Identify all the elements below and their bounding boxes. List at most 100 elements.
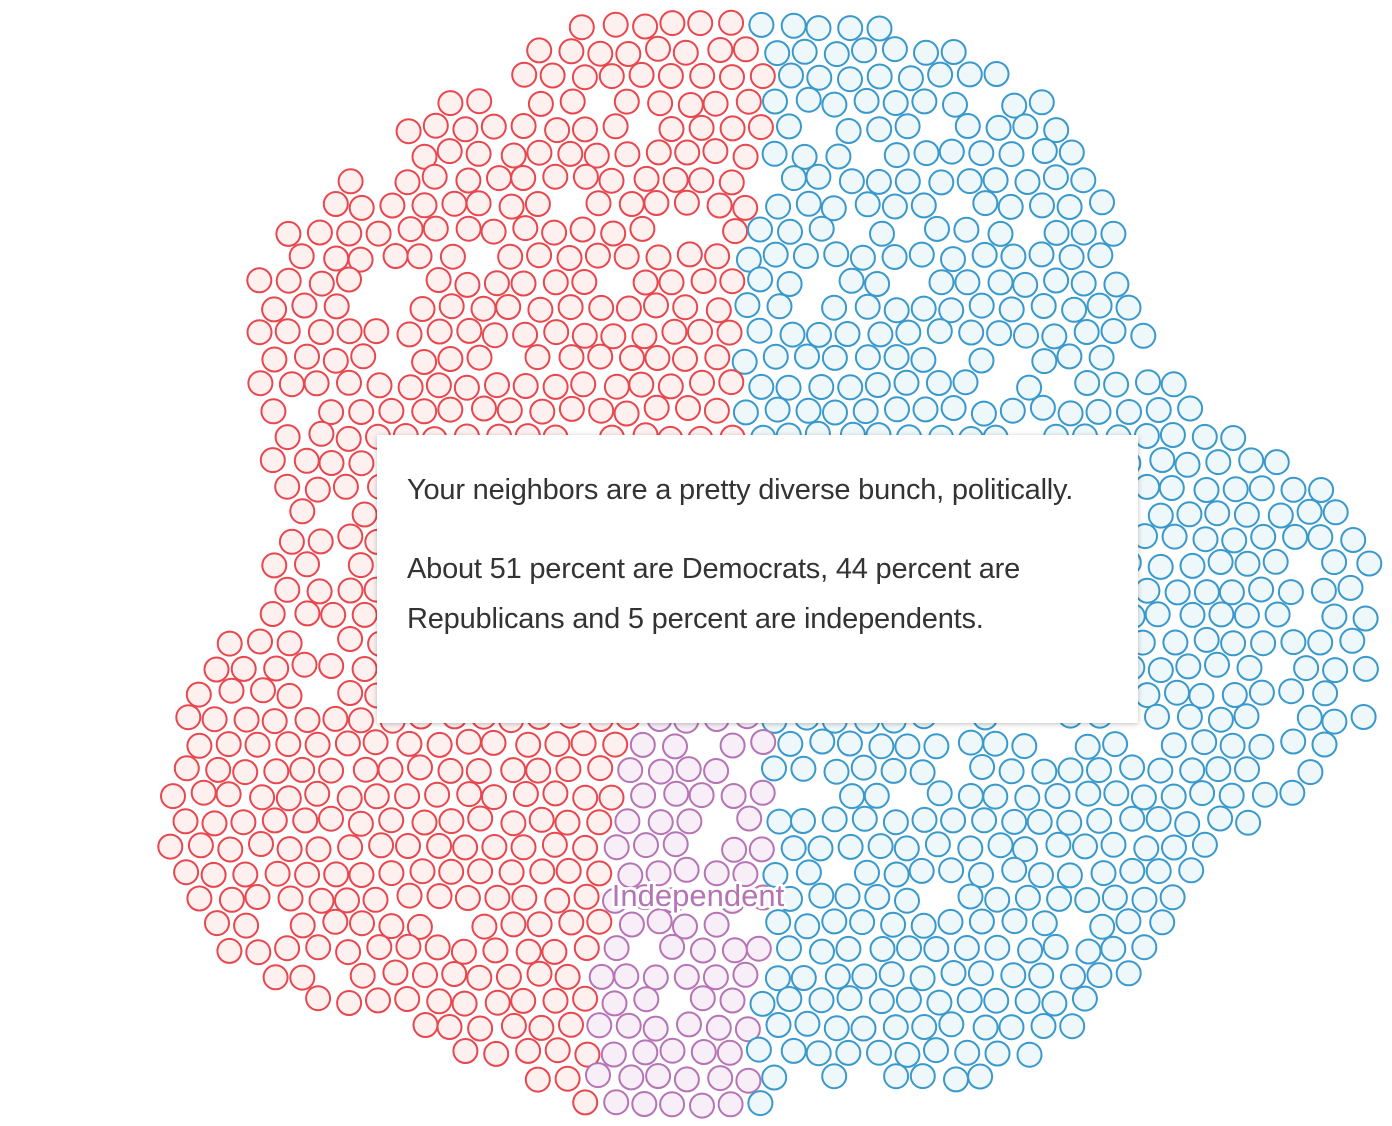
dot-republican: [524, 344, 551, 371]
dot-republican: [542, 987, 569, 1014]
dot-republican: [732, 194, 759, 221]
dot-republican: [347, 707, 374, 734]
dot-republican: [526, 960, 553, 987]
dot-republican: [515, 731, 542, 758]
dot-republican: [645, 35, 671, 62]
dot-republican: [602, 11, 629, 38]
dot-democrat: [1115, 294, 1142, 321]
dot-republican: [510, 270, 537, 297]
dot-democrat: [1296, 704, 1323, 731]
dot-republican: [706, 192, 733, 219]
dot-democrat: [883, 142, 910, 169]
dot-democrat: [1144, 703, 1170, 730]
dot-republican: [456, 317, 483, 344]
dot-democrat: [908, 241, 935, 268]
dot-republican: [500, 142, 527, 169]
dot-republican: [613, 400, 640, 427]
dot-democrat: [1144, 601, 1171, 628]
dot-independent: [586, 1012, 613, 1039]
dot-democrat: [1179, 757, 1206, 784]
dot-democrat: [1135, 369, 1161, 396]
dot-republican: [484, 884, 511, 911]
dot-independent: [732, 961, 759, 988]
dot-republican: [511, 884, 538, 911]
dot-democrat: [1103, 371, 1130, 398]
dot-democrat: [909, 759, 936, 786]
dot-republican: [496, 397, 523, 424]
dot-republican: [541, 219, 568, 246]
dot-democrat: [866, 15, 893, 42]
dot-republican: [718, 369, 745, 396]
dot-republican: [480, 729, 507, 756]
dot-republican: [483, 270, 510, 297]
dot-democrat: [1071, 985, 1098, 1012]
dot-democrat: [954, 269, 981, 296]
dot-democrat: [1267, 502, 1294, 529]
dot-republican: [337, 626, 364, 652]
dot-democrat: [747, 216, 773, 243]
dot-republican: [481, 834, 508, 860]
dot-republican: [544, 117, 571, 144]
dot-democrat: [911, 88, 938, 115]
dot-republican: [452, 116, 479, 143]
dot-democrat: [1085, 398, 1112, 425]
dot-republican: [602, 113, 629, 140]
dot-democrat: [837, 833, 864, 860]
dot-democrat: [1014, 784, 1041, 811]
dot-republican: [573, 935, 600, 961]
dot-democrat: [854, 344, 881, 371]
dot-democrat: [1193, 626, 1220, 653]
dot-democrat: [806, 321, 832, 348]
dot-republican: [289, 756, 316, 783]
dot-democrat: [1204, 500, 1231, 527]
dot-republican: [293, 447, 320, 474]
dot-democrat: [924, 831, 951, 858]
dot-republican: [336, 266, 362, 293]
dot-republican: [539, 62, 566, 89]
dot-independent: [645, 860, 672, 887]
dot-democrat: [1321, 549, 1348, 576]
dot-democrat: [838, 267, 865, 294]
dot-republican: [275, 220, 302, 247]
dot-republican: [216, 937, 243, 964]
dot-independent: [732, 861, 759, 888]
dot-democrat: [1058, 244, 1085, 271]
dot-republican: [318, 757, 345, 784]
dot-republican: [672, 39, 699, 66]
dot-republican: [588, 294, 615, 321]
dot-republican: [569, 216, 596, 243]
dot-democrat: [1250, 630, 1277, 657]
dot-republican: [719, 115, 746, 142]
dot-democrat: [1046, 885, 1073, 912]
dot-democrat: [1233, 501, 1260, 528]
dot-republican: [318, 653, 345, 679]
dot-republican: [558, 909, 585, 936]
dot-republican: [172, 808, 199, 835]
dot-republican: [409, 858, 436, 885]
dot-democrat: [908, 857, 935, 884]
dot-democrat: [794, 1010, 821, 1037]
dot-republican: [512, 215, 539, 242]
dot-democrat: [1208, 601, 1235, 628]
dot-republican: [378, 860, 405, 887]
dot-democrat: [987, 220, 1014, 247]
dot-republican: [689, 62, 716, 89]
dot-democrat: [1280, 728, 1307, 755]
dot-independent: [645, 1063, 672, 1089]
dot-democrat: [883, 1063, 910, 1090]
dot-republican: [571, 64, 598, 91]
dot-democrat: [1031, 138, 1058, 164]
dot-republican: [441, 190, 468, 217]
dot-democrat: [808, 215, 835, 242]
dot-independent: [642, 964, 669, 991]
dot-republican: [406, 913, 433, 940]
dot-democrat: [1134, 473, 1161, 500]
dot-republican: [260, 398, 287, 425]
dot-independent: [707, 1065, 734, 1092]
dot-republican: [409, 296, 436, 322]
dot-republican: [470, 295, 497, 322]
dot-republican: [602, 731, 629, 758]
dot-independent: [617, 862, 644, 889]
dot-democrat: [1149, 447, 1176, 473]
dot-democrat: [967, 1063, 994, 1090]
